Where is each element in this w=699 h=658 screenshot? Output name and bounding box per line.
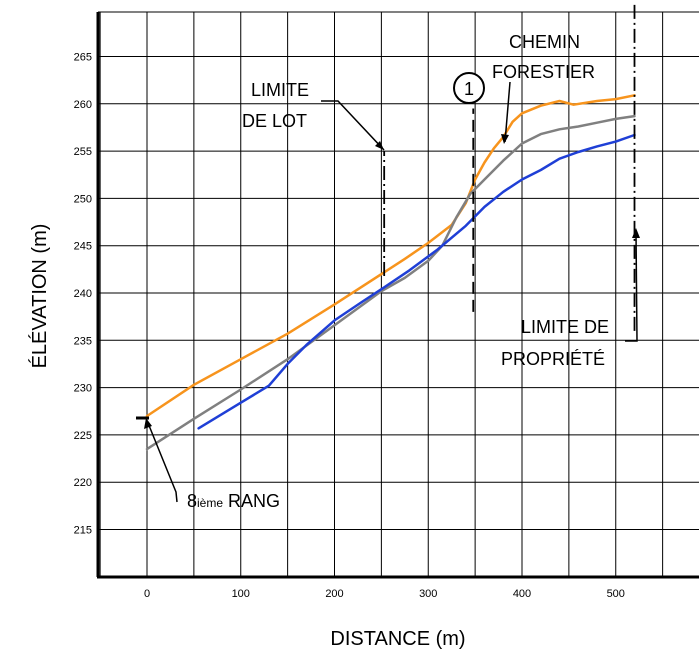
series-line-0 [145,94,636,418]
leader-line-limite-de-lot [321,100,385,151]
rang-word: RANG [223,491,280,511]
x-tick-label: 200 [325,588,343,600]
x-tick-label: 500 [607,588,625,600]
series-line-2 [197,133,636,430]
series-line-1 [145,114,636,451]
y-tick-label: 235 [74,335,92,347]
leader-line-chemin-forestier [504,81,511,143]
arrowhead-8ieme-rang [144,418,152,429]
section-marker-label: 1 [464,79,474,99]
y-tick-label: 245 [74,241,92,253]
x-tick-label: 400 [513,588,531,600]
leader-line-limite-de-propriete [625,231,638,342]
y-tick-label: 265 [74,52,92,64]
x-tick-labels: 0 100 200 300 400 500 [144,588,625,600]
x-tick-label: 100 [232,588,250,600]
y-tick-label: 215 [74,525,92,537]
annotation-section-marker: 1 [453,72,485,104]
annotation-limite-de-propriete: LIMITE DE PROPRIÉTÉ [501,228,640,369]
x-tick-label: 300 [419,588,437,600]
arrowhead-chemin-forestier [501,134,509,144]
annotation-8ieme-rang: 8ième RANG [136,416,280,511]
arrowhead-limite-de-lot [375,141,384,150]
y-tick-label: 230 [74,383,92,395]
y-tick-label: 260 [74,99,92,111]
rang-number: 8 [187,491,197,511]
annotation-chemin-forestier-line1: CHEMIN [509,32,580,52]
y-tick-labels: 215 220 225 230 235 240 245 250 255 260 265 [74,52,92,537]
y-tick-label: 250 [74,193,92,205]
section-marker-circle [453,72,485,104]
y-axis-title: ÉLÉVATION (m) [28,224,51,369]
svg-text:8ième RANG: 8ième RANG [187,491,280,511]
leader-line-8ieme-rang [147,422,178,503]
rang-suffix: ième [197,496,223,510]
annotation-limite-de-propriete-line1: LIMITE DE [521,317,609,337]
x-axis-title: DISTANCE (m) [330,628,465,650]
arrowhead-limite-de-propriete [632,228,640,238]
y-tick-label: 220 [74,477,92,489]
annotation-limite-de-lot-line1: LIMITE [251,80,309,100]
x-tick-label: 0 [144,588,150,600]
annotation-limite-de-propriete-line2: PROPRIÉTÉ [501,349,605,369]
annotation-limite-de-lot-line2: DE LOT [242,111,307,131]
annotation-chemin-forestier: CHEMIN FORESTIER [492,32,595,144]
annotation-chemin-forestier-line2: FORESTIER [492,62,595,82]
plot-frame [96,11,699,579]
annotation-limite-de-lot: LIMITE DE LOT [242,80,385,151]
y-tick-label: 240 [74,288,92,300]
y-tick-label: 225 [74,430,92,442]
series-group [145,94,636,451]
vertical-markers [383,4,636,331]
y-tick-label: 255 [74,146,92,158]
